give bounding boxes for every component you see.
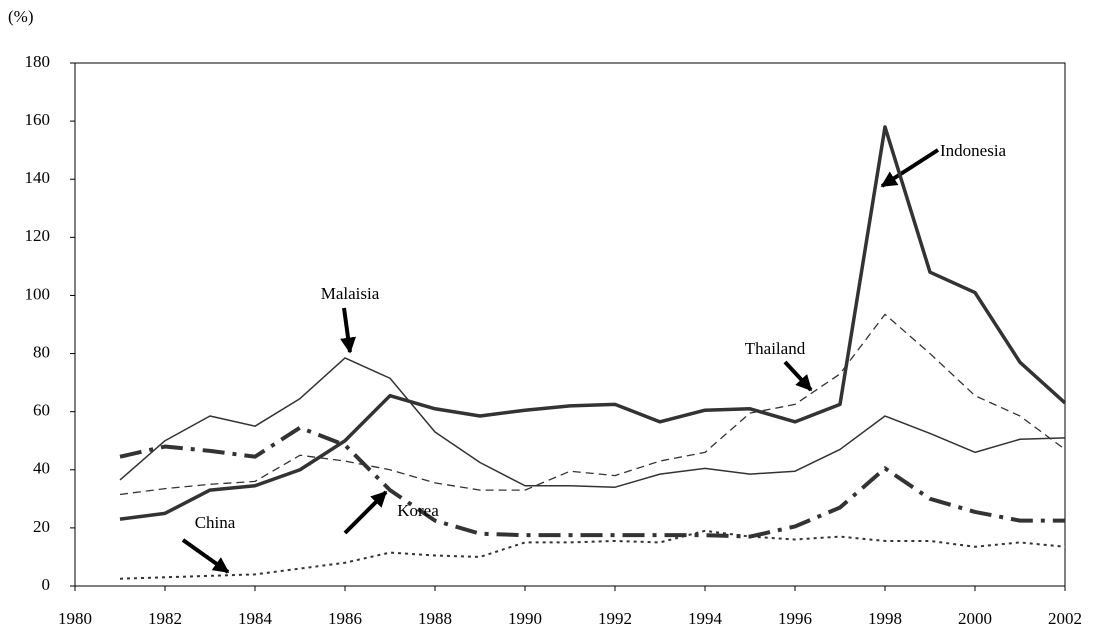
series-label: Indonesia: [940, 141, 1007, 160]
y-tick-label: 140: [25, 168, 51, 187]
arrows: [181, 148, 940, 574]
x-tick-label: 1982: [148, 609, 182, 628]
plot-frame: [74, 62, 1066, 587]
series-label: Thailand: [745, 339, 806, 358]
y-tick-label: 100: [25, 284, 51, 303]
series-line: [119, 357, 1066, 488]
x-tick-label: 1994: [688, 609, 723, 628]
x-tick-label: 1992: [598, 609, 632, 628]
arrow: [343, 490, 388, 535]
y-tick-label: 0: [42, 575, 51, 594]
arrow: [181, 538, 230, 574]
x-tick-label: 2000: [958, 609, 992, 628]
arrow: [783, 360, 813, 392]
x-tick-label: 1984: [238, 609, 273, 628]
series-line: [119, 125, 1067, 521]
y-tick-label: 80: [33, 342, 50, 361]
x-tick-label: 1996: [778, 609, 812, 628]
x-tick-label: 1998: [868, 609, 902, 628]
y-tick-label: 120: [25, 226, 51, 245]
y-unit-label: (%): [8, 7, 33, 26]
x-tick-label: 1988: [418, 609, 452, 628]
y-tick-label: 20: [33, 517, 50, 536]
x-tick-label: 1990: [508, 609, 542, 628]
y-tick-label: 160: [25, 110, 51, 129]
y-tick-label: 40: [33, 459, 50, 478]
series-label: China: [195, 513, 236, 532]
series-line: [119, 425, 1065, 539]
x-tick-label: 1986: [328, 609, 362, 628]
series-label: Malaisia: [321, 284, 380, 303]
arrow: [880, 148, 940, 188]
series-line: [119, 313, 1066, 496]
y-tick-label: 60: [33, 401, 50, 420]
series-label: Korea: [397, 501, 439, 520]
x-tick-label: 2002: [1048, 609, 1082, 628]
x-tick-label: 1980: [58, 609, 92, 628]
y-tick-label: 180: [25, 52, 51, 71]
arrow: [340, 307, 356, 354]
series-line: [119, 529, 1066, 580]
